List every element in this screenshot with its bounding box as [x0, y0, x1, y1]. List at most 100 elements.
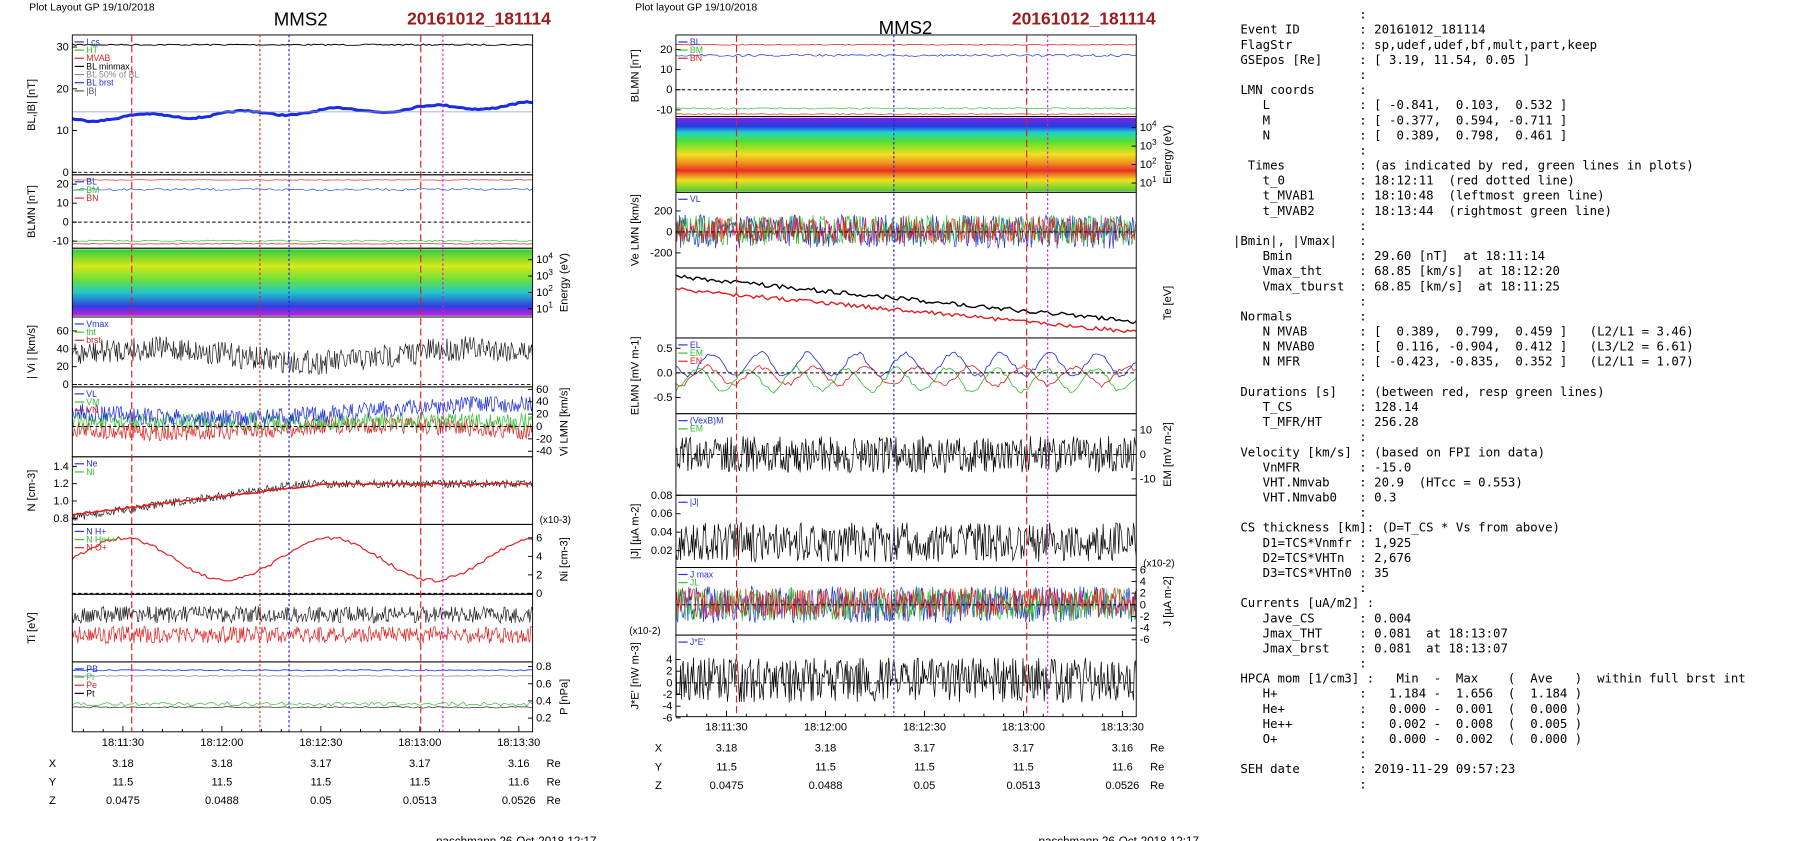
y-tick-label: -6	[1140, 634, 1150, 646]
info-line: Bmin : 29.60 [nT] at 18:11:14	[1233, 249, 1545, 263]
info-line: T_MFR/HT : 256.28	[1233, 415, 1419, 429]
y-tick-label: 101	[1140, 175, 1157, 190]
y-axis-label: | Vi | [km/s]	[26, 325, 38, 379]
tick-exp: 4	[1152, 119, 1157, 128]
y-tick-label: 40	[536, 396, 548, 408]
trace	[675, 521, 1137, 563]
legend-label: BM	[690, 45, 703, 55]
trace	[72, 481, 533, 516]
legend-label: tht	[86, 327, 96, 337]
legend-label: VM	[86, 397, 99, 407]
y-tick-label: 20	[56, 179, 68, 191]
ephemeris-value: 3.17	[310, 758, 332, 770]
tick-base: 10	[1140, 141, 1152, 153]
y-tick-label: -2	[1140, 611, 1150, 623]
x-tick-label: 18:11:30	[102, 737, 144, 749]
plot-title: MMS2	[274, 9, 328, 30]
panel-frame	[71, 593, 534, 663]
panel-frame	[675, 634, 1137, 718]
legend-label: J*E'	[690, 637, 706, 647]
y-tick-label: 0.0	[657, 367, 672, 379]
y-tick-label: 10	[56, 125, 68, 137]
y-tick-label: -20	[536, 433, 552, 445]
legend-label: Pi	[86, 672, 94, 682]
ephemeris-value: 3.18	[112, 758, 134, 770]
panel-frame	[71, 456, 534, 525]
legend-label: N O+	[86, 543, 107, 553]
tick-base: 10	[536, 254, 548, 266]
y-axis-label: BLMN [nT]	[26, 185, 38, 238]
info-line: N : [ 0.389, 0.798, 0.461 ]	[1233, 128, 1567, 142]
legend-label: BL	[690, 37, 701, 47]
info-line: D1=TCS*Vnmfr : 1,925	[1233, 536, 1411, 550]
trace	[675, 350, 1137, 378]
ephemeris-value: 0.05	[310, 795, 332, 807]
trace	[675, 214, 1137, 247]
ephemeris-unit: Re	[1150, 761, 1164, 773]
info-line: :	[1233, 143, 1367, 157]
info-line: N MFR : [ -0.423, -0.835, 0.352 ] (L2/L1…	[1233, 355, 1694, 369]
y-tick-label: -0.5	[653, 392, 672, 404]
trace	[675, 657, 1137, 703]
y-tick-label: 4	[666, 654, 672, 666]
y-tick-label: 0.2	[536, 713, 551, 725]
y-tick-label: 102	[1140, 156, 1157, 171]
legend-label: BN	[690, 53, 702, 63]
ephemeris-value: 0.0475	[106, 795, 140, 807]
ephemeris-value: 11.5	[113, 776, 134, 788]
ephemeris-value: 0.0513	[1007, 780, 1041, 792]
tick-base: 1.0	[53, 495, 68, 507]
trace	[675, 53, 1137, 57]
y-tick-label: 2	[536, 569, 542, 581]
ephemeris-value: 11.6	[1112, 761, 1133, 773]
y-tick-label: 6	[536, 532, 542, 544]
y-axis-label: J*E' [nW m-3]	[630, 642, 642, 709]
y-tick-label: 103	[536, 268, 553, 283]
tick-base: 10	[1140, 122, 1152, 134]
y-tick-label: 4	[1140, 576, 1146, 588]
legend-label: EM	[690, 424, 703, 434]
panel-frame	[71, 523, 534, 595]
trace	[72, 179, 533, 181]
ephemeris-name: X	[655, 743, 663, 755]
y-tick-label: 40	[56, 343, 68, 355]
info-line: :	[1233, 370, 1367, 384]
info-line: |Bmin|, |Vmax| :	[1233, 234, 1367, 248]
info-line: :	[1233, 68, 1367, 82]
legend-label: MVAB	[86, 53, 110, 63]
trace	[72, 701, 533, 707]
y-tick-label: 0	[536, 588, 542, 600]
y-tick-label: 0.06	[651, 508, 673, 520]
spectrogram	[675, 117, 1137, 192]
trace	[675, 586, 1137, 618]
info-line: Event ID : 20161012_181114	[1233, 23, 1486, 37]
info-line: Jmax_brst : 0.081 at 18:13:07	[1233, 641, 1508, 655]
trace	[71, 536, 533, 583]
tick-exp: 3	[1152, 138, 1157, 147]
y-tick-label: 0.4	[536, 695, 551, 707]
y-axis-label: Ve LMN [km/s]	[630, 194, 642, 266]
info-line: :	[1233, 747, 1367, 761]
trace	[72, 43, 533, 46]
axis-multiplier: (x10-3)	[540, 515, 571, 526]
info-line: H+ : 1.184 - 1.656 ( 1.184 )	[1233, 687, 1582, 701]
info-line: t_MVAB2 : 18:13:44 (rightmost green line…	[1233, 204, 1612, 218]
ephemeris-name: Y	[49, 776, 57, 788]
ephemeris-value: 0.0475	[710, 780, 744, 792]
info-line: :	[1233, 294, 1367, 308]
tick-exp: 2	[548, 284, 553, 293]
y-axis-label: J [µA m-2]	[1162, 576, 1174, 626]
info-line: :	[1233, 219, 1367, 233]
footer: paschmann 26-Oct-2018 12:17	[1038, 835, 1198, 841]
y-axis-label: N [cm-3]	[26, 470, 38, 512]
y-axis-label: |J| [µA m-2]	[630, 503, 642, 559]
ephemeris-value: 3.17	[1013, 743, 1035, 755]
info-line: CS thickness [km]: (D=T_CS * Vs from abo…	[1233, 521, 1560, 535]
y-tick-label: 0.02	[651, 545, 673, 557]
info-line: t_MVAB1 : 18:10:48 (leftmost green line)	[1233, 189, 1605, 203]
y-axis-label: P [nPa]	[559, 679, 571, 715]
legend-label: brst	[86, 335, 101, 345]
legend-label: VL	[690, 194, 701, 204]
trace	[675, 44, 1137, 46]
tick-base: 10	[1140, 159, 1152, 171]
